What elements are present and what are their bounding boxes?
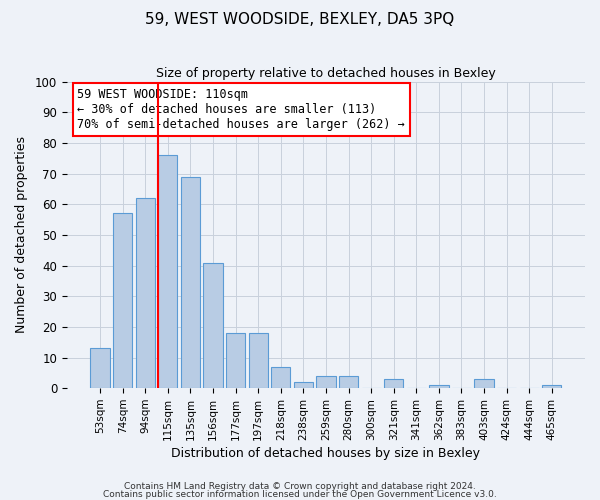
Bar <box>136 198 155 388</box>
X-axis label: Distribution of detached houses by size in Bexley: Distribution of detached houses by size … <box>172 447 481 460</box>
Bar <box>316 376 335 388</box>
Text: Contains public sector information licensed under the Open Government Licence v3: Contains public sector information licen… <box>103 490 497 499</box>
Bar <box>91 348 110 388</box>
Bar <box>181 176 200 388</box>
Bar <box>226 333 245 388</box>
Bar <box>203 262 223 388</box>
Bar <box>248 333 268 388</box>
Y-axis label: Number of detached properties: Number of detached properties <box>15 136 28 334</box>
Bar <box>271 367 290 388</box>
Bar <box>475 379 494 388</box>
Bar <box>430 385 449 388</box>
Text: 59 WEST WOODSIDE: 110sqm
← 30% of detached houses are smaller (113)
70% of semi-: 59 WEST WOODSIDE: 110sqm ← 30% of detach… <box>77 88 405 131</box>
Bar <box>294 382 313 388</box>
Text: Contains HM Land Registry data © Crown copyright and database right 2024.: Contains HM Land Registry data © Crown c… <box>124 482 476 491</box>
Bar <box>113 214 132 388</box>
Bar <box>384 379 403 388</box>
Text: 59, WEST WOODSIDE, BEXLEY, DA5 3PQ: 59, WEST WOODSIDE, BEXLEY, DA5 3PQ <box>145 12 455 28</box>
Bar <box>158 155 178 388</box>
Title: Size of property relative to detached houses in Bexley: Size of property relative to detached ho… <box>156 68 496 80</box>
Bar <box>542 385 562 388</box>
Bar <box>339 376 358 388</box>
